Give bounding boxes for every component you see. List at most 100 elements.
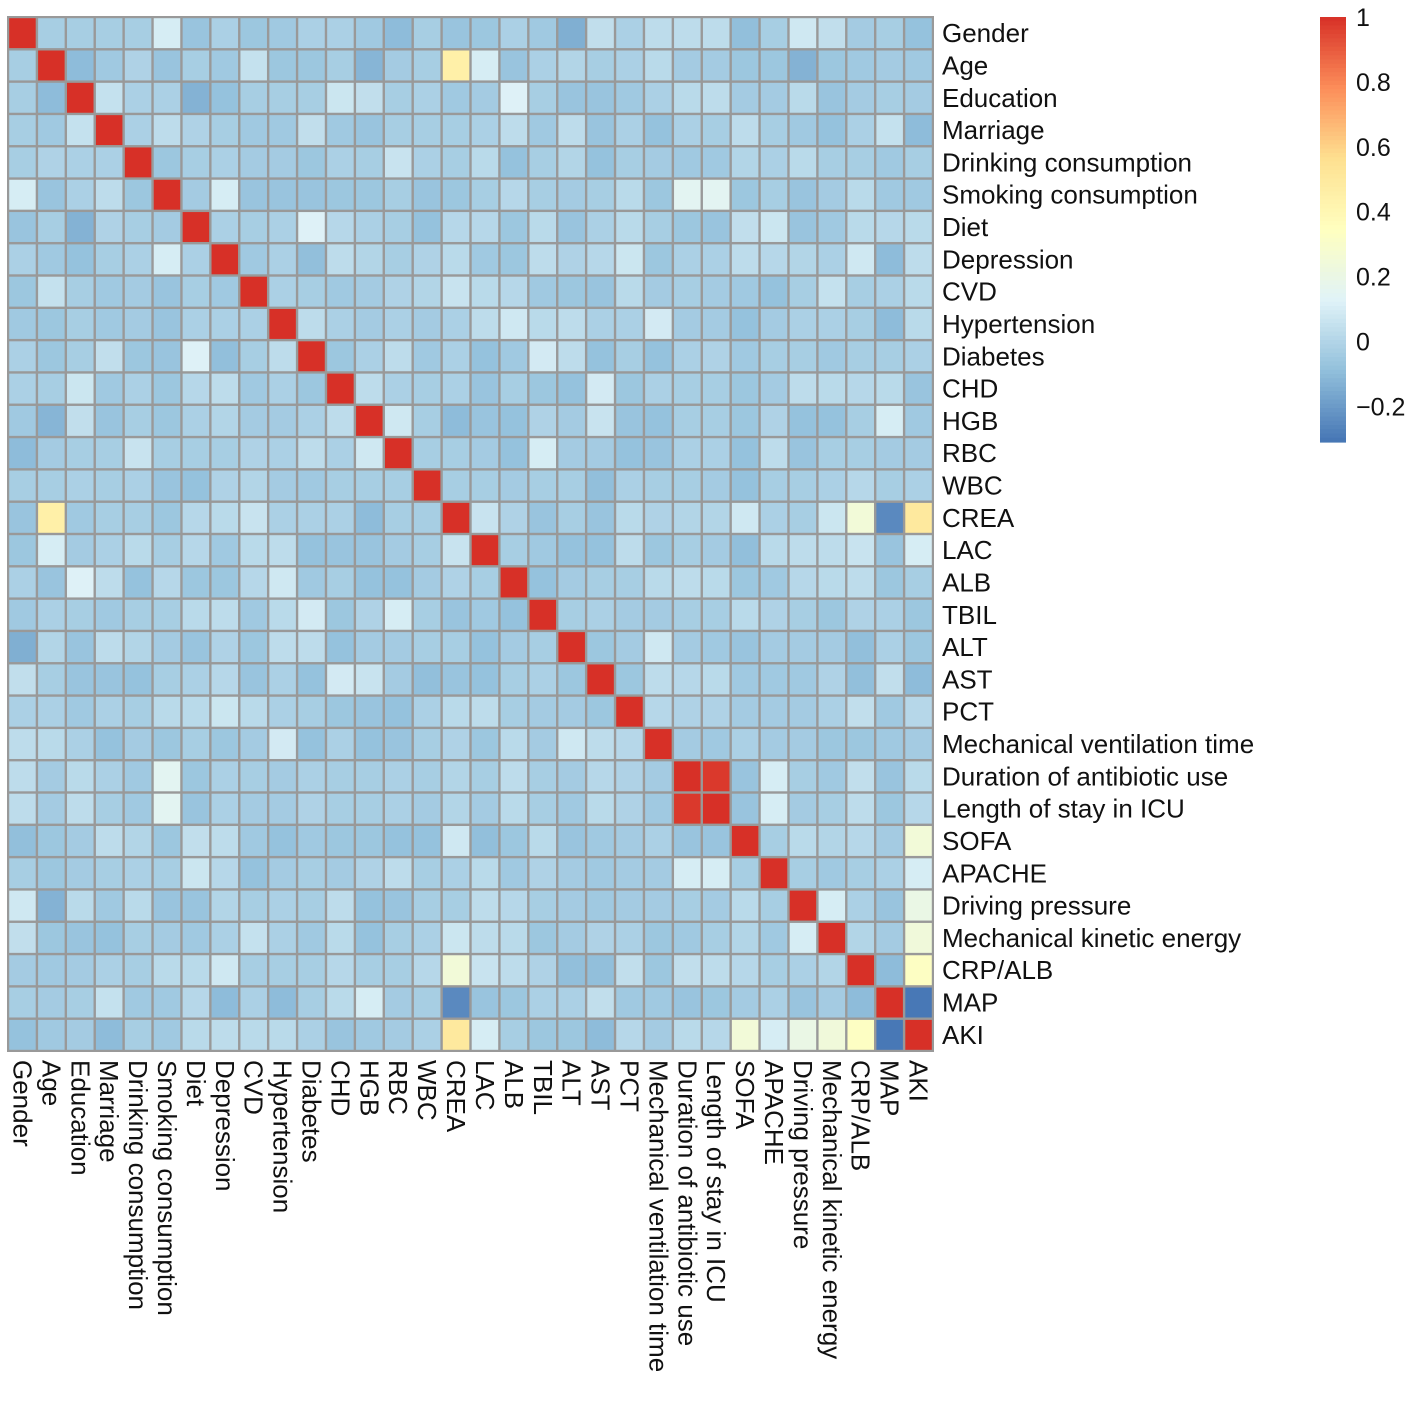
heatmap-cell — [327, 987, 354, 1018]
heatmap-cell — [616, 696, 643, 727]
heatmap-cell — [789, 179, 817, 210]
heatmap-cell — [182, 212, 210, 242]
heatmap-cell — [327, 632, 354, 663]
heatmap-cell — [67, 438, 94, 469]
heatmap-cell — [384, 309, 412, 339]
heatmap-cell — [95, 341, 123, 372]
heatmap-cell — [616, 664, 643, 695]
heatmap-cell — [442, 696, 470, 727]
heatmap-cell — [587, 438, 614, 469]
heatmap-cell — [471, 826, 499, 856]
heatmap-cell — [124, 599, 152, 630]
heatmap-cell — [269, 664, 296, 695]
heatmap-cell — [760, 341, 788, 372]
heatmap-cell — [587, 599, 614, 630]
heatmap-cell — [124, 761, 152, 792]
heatmap-cell — [384, 373, 412, 404]
heatmap-cell — [442, 632, 470, 663]
heatmap-cell — [356, 373, 383, 404]
heatmap-cell — [731, 858, 759, 889]
heatmap-cell — [269, 244, 296, 275]
heatmap-cell — [153, 276, 181, 307]
heatmap-cell — [471, 309, 499, 339]
heatmap-cell — [558, 405, 585, 436]
heatmap-cell — [9, 50, 36, 81]
heatmap-cell — [413, 826, 441, 856]
heatmap-cell — [818, 761, 846, 792]
heatmap-cell — [298, 826, 325, 856]
heatmap-cell — [702, 987, 730, 1018]
heatmap-cell — [818, 567, 846, 598]
heatmap-cell — [124, 793, 152, 824]
heatmap-cell — [413, 793, 441, 824]
color-legend-swatch — [1320, 29, 1346, 35]
heatmap-cell — [471, 729, 499, 759]
heatmap-cell — [616, 147, 643, 178]
heatmap-cell — [153, 179, 181, 210]
heatmap-cell — [674, 729, 701, 759]
heatmap-cell — [67, 664, 94, 695]
heatmap-cell — [731, 502, 759, 533]
column-label: LAC — [470, 1060, 500, 1111]
heatmap-cell — [587, 244, 614, 275]
heatmap-cell — [702, 858, 730, 889]
heatmap-cell — [442, 276, 470, 307]
heatmap-cell — [674, 890, 701, 921]
row-label: CRP/ALB — [942, 955, 1053, 985]
color-legend-swatch — [1320, 59, 1346, 65]
color-legend-swatch — [1320, 114, 1346, 120]
heatmap-cell — [240, 858, 267, 889]
heatmap-cell — [327, 664, 354, 695]
heatmap-cell — [9, 761, 36, 792]
heatmap-cell — [211, 664, 239, 695]
heatmap-cell — [269, 405, 296, 436]
heatmap-cell — [500, 890, 528, 921]
heatmap-cell — [731, 1019, 759, 1050]
heatmap-cell — [211, 632, 239, 663]
heatmap-cell — [674, 373, 701, 404]
row-label: LAC — [942, 535, 993, 565]
heatmap-cell — [876, 987, 903, 1018]
heatmap-cell — [211, 147, 239, 178]
heatmap-cell — [818, 276, 846, 307]
heatmap-cell — [327, 826, 354, 856]
heatmap-cell — [529, 82, 557, 113]
heatmap-cell — [442, 1019, 470, 1050]
heatmap-cell — [645, 664, 672, 695]
heatmap-cell — [587, 341, 614, 372]
heatmap-cell — [124, 405, 152, 436]
heatmap-cell — [38, 50, 65, 81]
heatmap-cell — [587, 664, 614, 695]
color-legend-swatch — [1320, 34, 1346, 39]
heatmap-cell — [95, 147, 123, 178]
heatmap-cell — [645, 890, 672, 921]
heatmap-cell — [847, 826, 874, 856]
heatmap-cell — [818, 179, 846, 210]
heatmap-cell — [760, 50, 788, 81]
heatmap-cell — [9, 1019, 36, 1050]
heatmap-cell — [587, 535, 614, 566]
heatmap-cell — [9, 502, 36, 533]
heatmap-cell — [645, 309, 672, 339]
heatmap-cell — [153, 309, 181, 339]
heatmap-cell — [847, 729, 874, 759]
heatmap-cell — [558, 858, 585, 889]
heatmap-cell — [558, 50, 585, 81]
heatmap-cell — [327, 567, 354, 598]
heatmap-cell — [67, 82, 94, 113]
heatmap-cell — [702, 341, 730, 372]
heatmap-cell — [9, 82, 36, 113]
heatmap-cell — [731, 309, 759, 339]
heatmap-cell — [876, 147, 903, 178]
heatmap-cell — [645, 955, 672, 986]
heatmap-cell — [789, 244, 817, 275]
heatmap-cell — [240, 50, 267, 81]
heatmap-cell — [731, 987, 759, 1018]
heatmap-cell — [298, 858, 325, 889]
heatmap-cell — [182, 276, 210, 307]
heatmap-cell — [384, 405, 412, 436]
heatmap-cell — [327, 276, 354, 307]
heatmap-cell — [442, 664, 470, 695]
heatmap-cell — [674, 826, 701, 856]
heatmap-cell — [298, 470, 325, 501]
